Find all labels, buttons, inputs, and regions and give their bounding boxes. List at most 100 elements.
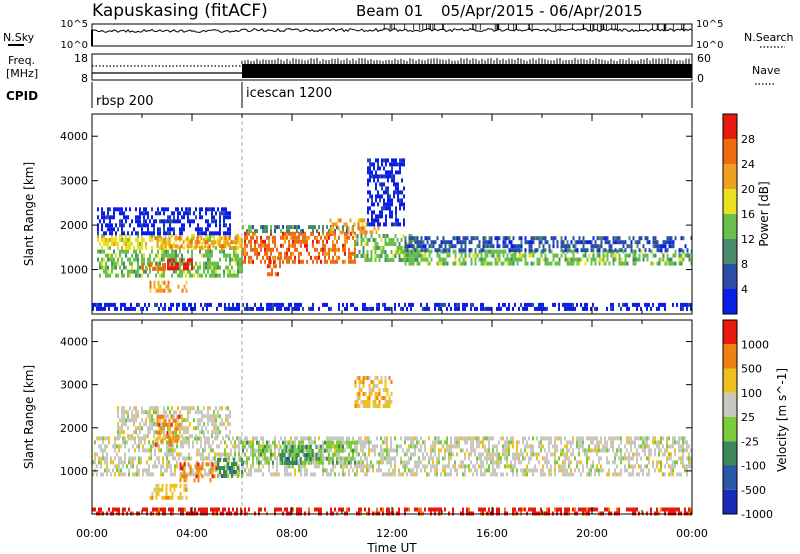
scatter-cell — [201, 273, 203, 278]
scatter-cell — [336, 259, 338, 264]
scatter-cell — [454, 302, 456, 307]
scatter-cell — [358, 460, 360, 465]
scatter-cell — [381, 210, 383, 215]
scatter-cell — [210, 444, 212, 449]
scatter-cell — [642, 244, 645, 249]
scatter-cell — [101, 265, 103, 270]
scatter-cell — [434, 472, 436, 477]
scatter-cell — [324, 247, 326, 252]
scatter-cell — [654, 468, 656, 473]
scatter-cell — [680, 456, 682, 461]
scatter-cell — [510, 436, 512, 441]
scatter-cell — [662, 253, 665, 258]
scatter-cell — [450, 456, 452, 461]
scatter-cell — [436, 468, 438, 473]
scatter-cell — [458, 248, 461, 253]
scatter-cell — [128, 456, 130, 461]
scatter-cell — [280, 436, 282, 441]
scatter-cell — [642, 440, 644, 445]
scatter-cell — [215, 219, 217, 224]
scatter-cell — [378, 464, 380, 469]
scatter-cell — [145, 422, 147, 427]
scatter-cell — [382, 452, 384, 457]
scatter-cell — [460, 244, 463, 249]
scatter-cell — [192, 444, 194, 449]
scatter-cell — [389, 198, 391, 203]
scatter-cell — [136, 464, 138, 469]
scatter-cell — [524, 456, 526, 461]
scatter-cell — [556, 436, 558, 441]
scatter-cell — [568, 248, 571, 253]
scatter-cell — [390, 306, 392, 311]
scatter-cell — [652, 464, 654, 469]
scatter-cell — [156, 236, 159, 241]
scatter-cell — [397, 170, 399, 175]
scatter-cell — [616, 436, 618, 441]
scatter-cell — [402, 306, 404, 311]
scatter-cell — [170, 464, 172, 469]
scatter-cell — [680, 253, 683, 258]
scatter-cell — [292, 225, 294, 230]
station-title: Kapuskasing (fitACF) — [92, 1, 268, 21]
scatter-cell — [211, 261, 213, 266]
scatter-cell — [634, 436, 636, 441]
scatter-cell — [217, 231, 219, 236]
scatter-cell — [314, 456, 316, 461]
scatter-cell — [229, 273, 231, 278]
scatter-cell — [194, 244, 197, 249]
scatter-cell — [356, 440, 358, 445]
scatter-cell — [552, 240, 555, 245]
scatter-cell — [185, 211, 187, 216]
scatter-cell — [502, 452, 504, 457]
scatter-cell — [187, 219, 189, 224]
scatter-cell — [352, 259, 354, 264]
scatter-cell — [177, 266, 179, 271]
scatter-cell — [610, 444, 612, 449]
scatter-cell — [157, 487, 160, 492]
scatter-cell — [266, 456, 268, 461]
scatter-cell — [127, 249, 129, 254]
scatter-cell — [103, 231, 105, 236]
scatter-cell — [100, 306, 102, 311]
scatter-cell — [105, 242, 107, 246]
scatter-cell — [528, 302, 530, 307]
scatter-cell — [586, 436, 588, 441]
scatter-cell — [223, 238, 225, 242]
scatter-cell — [578, 257, 581, 262]
scatter-cell — [140, 436, 142, 441]
scatter-cell — [346, 456, 348, 461]
scatter-cell — [352, 235, 354, 240]
scatter-cell — [161, 219, 163, 224]
scatter-cell — [418, 456, 420, 461]
scatter-cell — [241, 470, 243, 474]
scatter-cell — [532, 452, 534, 457]
scatter-cell — [135, 219, 137, 224]
scatter-cell — [197, 410, 199, 415]
scatter-cell — [464, 306, 466, 311]
scatter-cell — [158, 414, 161, 419]
scatter-cell — [159, 246, 161, 250]
scatter-cell — [260, 225, 262, 230]
scatter-cell — [100, 460, 102, 465]
scatter-cell — [390, 440, 392, 445]
scatter-cell — [229, 223, 231, 228]
scatter-cell — [576, 460, 578, 465]
scatter-cell — [149, 269, 151, 274]
scatter-cell — [422, 440, 424, 445]
scatter-cell — [388, 238, 391, 242]
scatter-cell — [360, 468, 362, 473]
scatter-cell — [237, 269, 239, 274]
scatter-cell — [294, 436, 296, 441]
scatter-cell — [187, 262, 189, 267]
scatter-cell — [476, 436, 478, 441]
scatter-cell — [254, 251, 256, 256]
scatter-cell — [502, 249, 505, 254]
scatter-cell — [155, 487, 158, 492]
scatter-cell — [219, 257, 221, 262]
scatter-cell — [114, 472, 116, 477]
scatter-cell — [208, 456, 210, 461]
scatter-cell — [118, 468, 120, 473]
scatter-cell — [250, 243, 252, 248]
scatter-cell — [488, 448, 490, 453]
scatter-cell — [133, 257, 135, 262]
